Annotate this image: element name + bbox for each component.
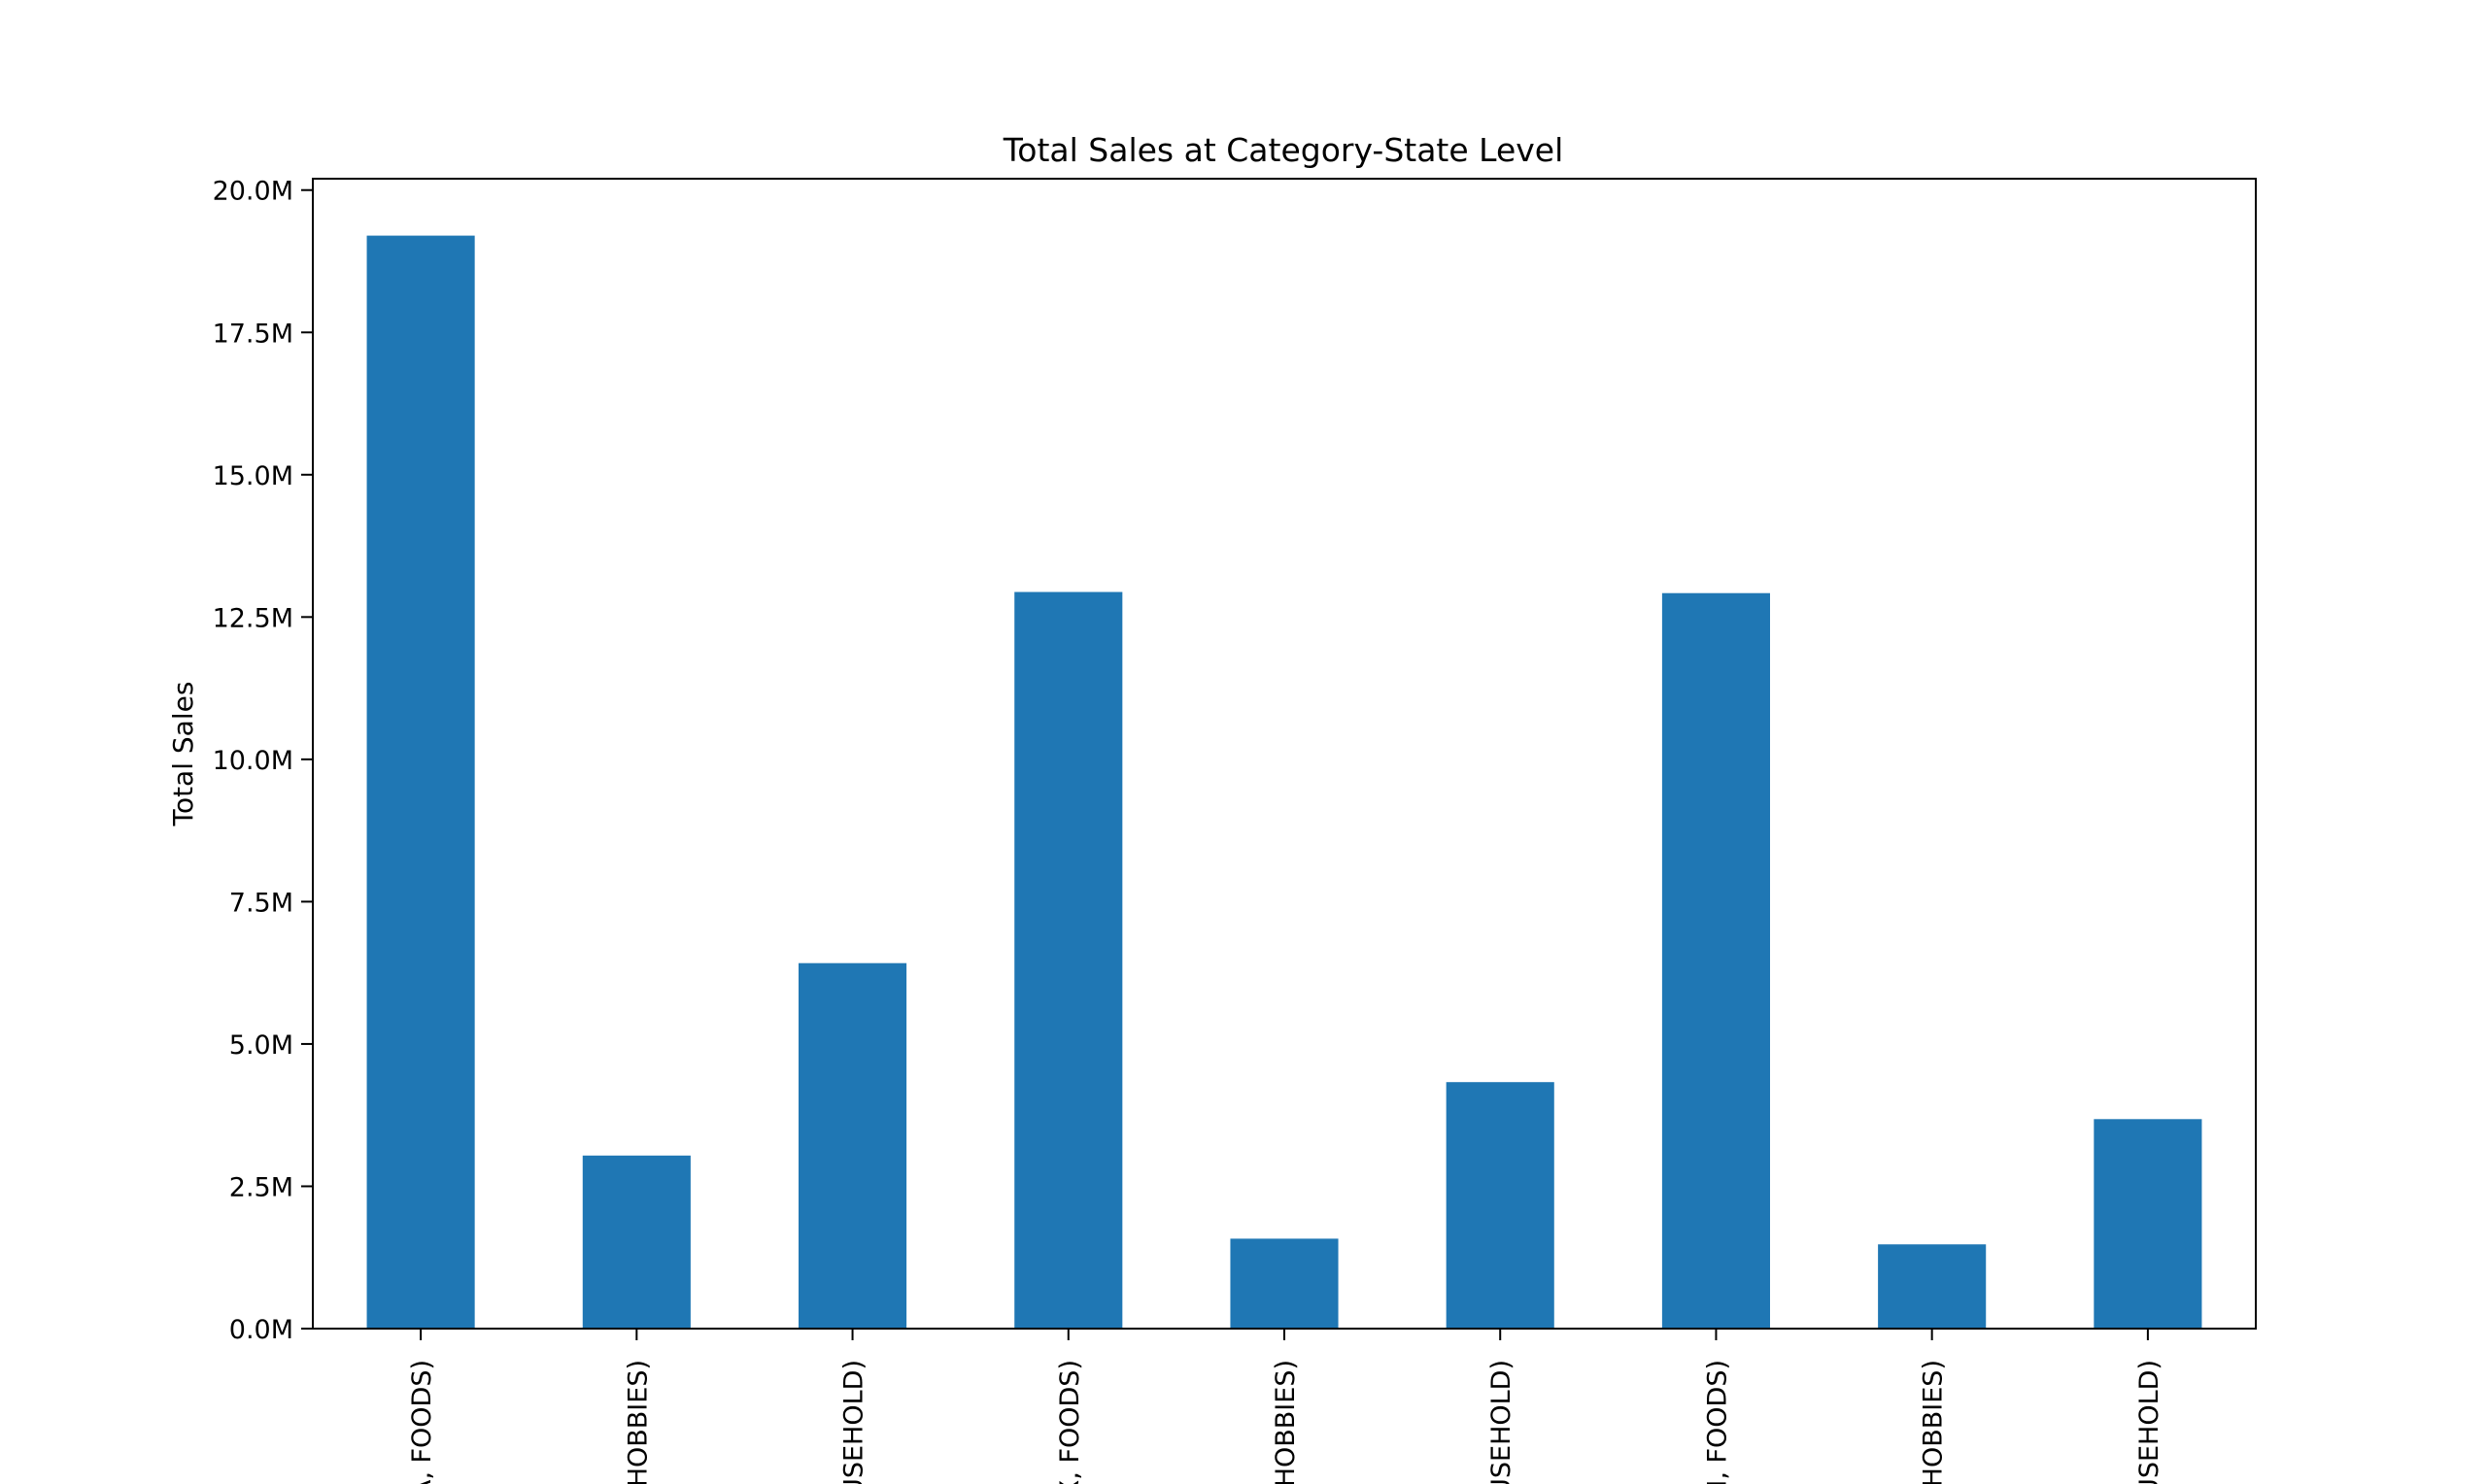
- x-tick-label: A, FOODS): [407, 1360, 437, 1484]
- y-tick-label: 2.5M: [229, 1172, 293, 1202]
- x-tick-label: USEHOLD): [839, 1360, 869, 1484]
- y-tick-label: 20.0M: [213, 177, 293, 207]
- x-axis-ticks: A, FOODS) HOBBIES) USEHOLD) X, FOODS) , HOBB…: [407, 1329, 2164, 1484]
- x-tick-label: HOBBIES): [623, 1360, 653, 1484]
- bar: [2094, 1119, 2202, 1329]
- y-tick-label: 0.0M: [229, 1315, 293, 1345]
- x-tick-label: , HOBBIES): [1271, 1360, 1301, 1484]
- x-tick-label: USEHOLD): [1486, 1360, 1516, 1484]
- x-tick-label: X, FOODS): [1055, 1360, 1085, 1484]
- y-tick-label: 5.0M: [229, 1030, 293, 1061]
- y-axis-ticks: 0.0M 2.5M 5.0M 7.5M 10.0M 12.5M 15.0M 17.5M 20.0…: [213, 177, 313, 1345]
- plot-area-frame: [312, 178, 2257, 1330]
- x-tick-label: WI, FOODS): [1702, 1360, 1732, 1484]
- bar: [366, 235, 475, 1329]
- bar: [1014, 591, 1123, 1329]
- bar: [1446, 1082, 1554, 1329]
- bar: [799, 962, 907, 1329]
- chart-title: Total Sales at Category-State Level: [1003, 131, 1564, 169]
- bar: [1230, 1238, 1339, 1329]
- bars: [366, 235, 2202, 1329]
- y-tick-label: 17.5M: [213, 319, 293, 349]
- y-tick-label: 12.5M: [213, 603, 293, 633]
- y-axis-label: Total Sales: [167, 682, 199, 827]
- y-tick-label: 7.5M: [229, 888, 293, 918]
- bar: [1878, 1244, 1987, 1329]
- y-tick-label: 15.0M: [213, 461, 293, 491]
- y-tick-label: 10.0M: [213, 746, 293, 776]
- bar: [582, 1155, 691, 1329]
- x-tick-label: USEHOLD): [2134, 1360, 2164, 1484]
- bar: [1661, 592, 1770, 1329]
- x-tick-label: , HOBBIES): [1919, 1360, 1949, 1484]
